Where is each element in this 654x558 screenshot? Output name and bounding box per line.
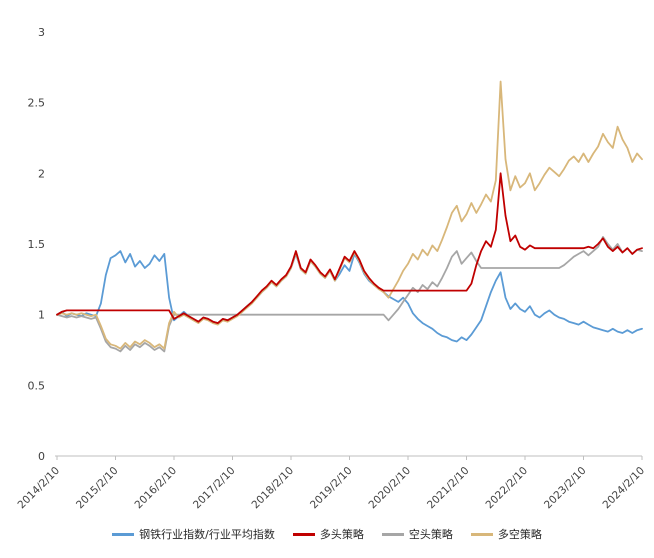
y-axis-tick-label: 0.5 — [28, 379, 46, 392]
legend-line-swatch-short-strategy — [381, 532, 404, 536]
legend-line-swatch-long-short-strategy — [470, 532, 493, 536]
x-axis-tick-label: 2014/2/10 — [16, 465, 63, 512]
chart-legend: 钢铁行业指数/行业平均指数 多头策略 空头策略 多空策略 — [0, 526, 654, 542]
series-line-long-short-strategy — [56, 80, 643, 350]
x-axis-tick-label: 2022/2/10 — [484, 465, 531, 512]
legend-label-long-strategy: 多头策略 — [319, 528, 364, 541]
series-line-long-strategy — [56, 172, 643, 325]
x-axis-tick-label: 2021/2/10 — [425, 465, 472, 512]
y-axis-tick-label: 1.5 — [28, 238, 46, 251]
x-axis-tick-label: 2018/2/10 — [250, 465, 297, 512]
legend-item-short-strategy: 空头策略 — [381, 526, 453, 542]
legend-item-index-ratio: 钢铁行业指数/行业平均指数 — [112, 526, 275, 542]
series-line-short-strategy — [56, 235, 643, 353]
x-axis-tick-label: 2019/2/10 — [308, 465, 355, 512]
x-axis-tick-label: 2016/2/10 — [133, 465, 180, 512]
legend-item-long-short-strategy: 多空策略 — [470, 526, 542, 542]
y-axis-tick-label: 2 — [38, 167, 45, 180]
y-axis-tick-label: 0 — [38, 450, 45, 463]
x-axis-tick-label: 2020/2/10 — [367, 465, 414, 512]
x-axis-tick-label: 2017/2/10 — [191, 465, 238, 512]
x-axis-tick-label: 2015/2/10 — [74, 465, 121, 512]
legend-line-swatch-long-strategy — [292, 532, 315, 536]
legend-label-index-ratio: 钢铁行业指数/行业平均指数 — [139, 528, 275, 541]
legend-line-swatch-index-ratio — [112, 532, 135, 536]
y-axis-tick-label: 2.5 — [28, 97, 46, 110]
legend-label-short-strategy: 空头策略 — [408, 528, 453, 541]
y-axis-tick-label: 1 — [38, 309, 45, 322]
y-axis-tick-label: 3 — [38, 26, 45, 39]
series-line-index-ratio — [56, 250, 643, 343]
x-axis-tick-label: 2023/2/10 — [542, 465, 589, 512]
chart-plot: 0 0.5 1 1.5 2 2.5 3 2014/2/10 2015/2/10 2016/2/10… — [16, 26, 648, 512]
legend-item-long-strategy: 多头策略 — [292, 526, 364, 542]
legend-label-long-short-strategy: 多空策略 — [497, 528, 542, 541]
x-axis-tick-label: 2024/2/10 — [601, 465, 648, 512]
